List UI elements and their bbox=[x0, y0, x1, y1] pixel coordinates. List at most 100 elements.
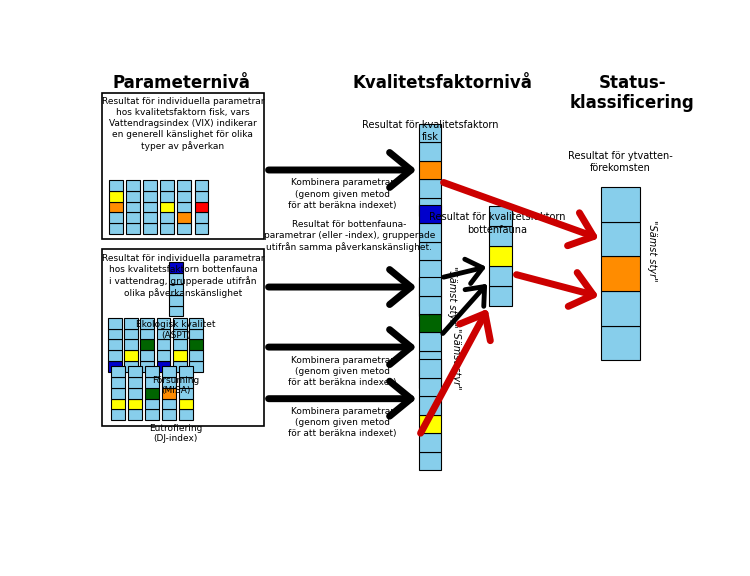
Bar bbox=[110, 223, 123, 234]
Bar bbox=[157, 318, 170, 329]
Bar bbox=[108, 350, 122, 361]
Bar bbox=[108, 329, 122, 339]
Bar bbox=[143, 180, 158, 191]
Bar bbox=[419, 369, 441, 388]
Bar bbox=[194, 213, 208, 223]
Bar bbox=[126, 223, 140, 234]
Bar bbox=[419, 314, 441, 332]
Bar bbox=[172, 350, 187, 361]
Bar bbox=[110, 180, 123, 191]
Bar bbox=[419, 241, 441, 260]
Bar bbox=[111, 366, 125, 377]
Bar bbox=[145, 377, 159, 388]
Bar bbox=[419, 277, 441, 295]
Bar bbox=[419, 359, 441, 378]
Bar bbox=[140, 339, 154, 350]
Bar bbox=[419, 260, 441, 279]
Bar bbox=[178, 180, 191, 191]
Bar bbox=[419, 415, 441, 433]
Bar bbox=[189, 329, 203, 339]
Bar bbox=[143, 191, 158, 202]
Bar bbox=[178, 202, 191, 213]
Bar bbox=[419, 378, 441, 396]
Bar bbox=[489, 206, 512, 226]
Text: "Sämst styr": "Sämst styr" bbox=[646, 220, 657, 282]
Bar bbox=[419, 204, 441, 223]
Bar bbox=[124, 329, 138, 339]
Bar bbox=[162, 366, 176, 377]
Bar bbox=[179, 399, 193, 410]
Bar bbox=[140, 350, 154, 361]
Bar bbox=[143, 202, 158, 213]
Bar bbox=[419, 142, 441, 161]
Bar bbox=[179, 366, 193, 377]
Bar bbox=[419, 351, 441, 369]
Bar bbox=[419, 161, 441, 179]
Bar bbox=[157, 339, 170, 350]
Bar bbox=[124, 350, 138, 361]
Bar bbox=[140, 361, 154, 372]
Bar bbox=[143, 223, 158, 234]
Bar bbox=[172, 318, 187, 329]
Text: Resultat för individuella parametrar
hos kvalitetsfaktorn fisk, vars
Vattendrags: Resultat för individuella parametrar hos… bbox=[102, 97, 264, 151]
Bar bbox=[110, 213, 123, 223]
Bar bbox=[162, 388, 176, 399]
Bar bbox=[419, 297, 441, 316]
Bar bbox=[157, 361, 170, 372]
Bar bbox=[419, 396, 441, 415]
Text: Resultat för kvalitetsfaktorn
bottenfauna: Resultat för kvalitetsfaktorn bottenfaun… bbox=[429, 213, 566, 235]
Bar bbox=[489, 226, 512, 246]
Bar bbox=[160, 191, 174, 202]
Text: Resultat för kvalitetsfaktorn
fisk: Resultat för kvalitetsfaktorn fisk bbox=[362, 120, 498, 142]
Bar bbox=[110, 191, 123, 202]
Text: Ekologisk kvalitet
(ASPT): Ekologisk kvalitet (ASPT) bbox=[136, 320, 216, 339]
Text: Kombinera parametrar
(genom given metod
för att beräkna indexet): Kombinera parametrar (genom given metod … bbox=[288, 179, 397, 210]
Bar bbox=[172, 339, 187, 350]
Bar bbox=[172, 361, 187, 372]
Bar bbox=[101, 93, 264, 239]
Bar bbox=[602, 222, 640, 256]
Bar bbox=[111, 377, 125, 388]
Bar bbox=[179, 377, 193, 388]
Bar bbox=[128, 388, 142, 399]
Bar bbox=[145, 366, 159, 377]
Text: Status-
klassificering: Status- klassificering bbox=[570, 74, 694, 112]
Bar bbox=[169, 295, 183, 305]
Bar bbox=[128, 377, 142, 388]
Bar bbox=[145, 399, 159, 410]
Bar bbox=[111, 388, 125, 399]
Text: "Sämst styr": "Sämst styr" bbox=[452, 328, 461, 389]
Bar bbox=[140, 329, 154, 339]
Bar bbox=[126, 180, 140, 191]
Bar bbox=[145, 410, 159, 420]
Bar bbox=[145, 388, 159, 399]
Text: Eutrofiering
(DJ-index): Eutrofiering (DJ-index) bbox=[149, 424, 202, 444]
Text: Försuming
(MISA): Försuming (MISA) bbox=[152, 376, 200, 395]
Bar bbox=[160, 213, 174, 223]
Bar bbox=[160, 180, 174, 191]
Bar bbox=[111, 399, 125, 410]
Bar bbox=[108, 361, 122, 372]
Bar bbox=[162, 410, 176, 420]
Bar bbox=[419, 279, 441, 297]
Bar bbox=[178, 223, 191, 234]
Text: Resultat för individuella parametrar
hos kvalitetsfaktorn bottenfauna
i vattendr: Resultat för individuella parametrar hos… bbox=[102, 254, 264, 298]
Bar bbox=[194, 223, 208, 234]
Text: Resultat för ytvatten-
förekomsten: Resultat för ytvatten- förekomsten bbox=[568, 151, 674, 173]
Bar bbox=[169, 273, 183, 284]
Bar bbox=[157, 350, 170, 361]
Bar bbox=[189, 318, 203, 329]
Bar bbox=[157, 329, 170, 339]
Bar bbox=[419, 452, 441, 470]
Bar bbox=[419, 433, 441, 452]
Bar bbox=[419, 332, 441, 351]
Bar bbox=[419, 295, 441, 314]
Bar bbox=[419, 179, 441, 198]
Bar bbox=[124, 318, 138, 329]
Bar bbox=[602, 291, 640, 325]
Bar bbox=[110, 202, 123, 213]
Bar bbox=[602, 325, 640, 360]
Bar bbox=[126, 191, 140, 202]
Bar bbox=[419, 223, 441, 241]
Bar bbox=[194, 191, 208, 202]
